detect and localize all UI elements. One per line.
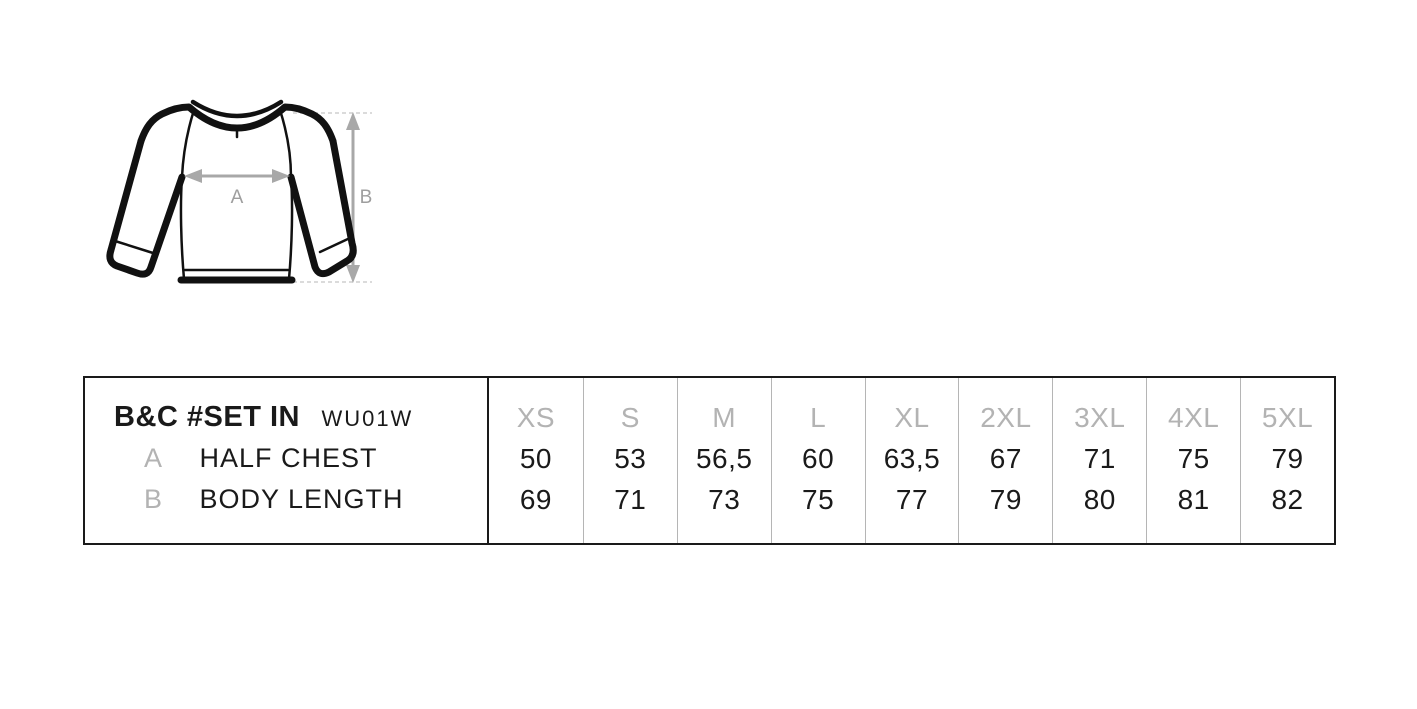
size-table: B&C #SET IN WU01W A HALF CHEST B BODY LE…	[83, 376, 1336, 545]
size-header: M	[712, 402, 737, 433]
shoulders-and-collar-outline	[137, 103, 337, 145]
cell-half-chest: 71	[1083, 443, 1116, 474]
size-header: 5XL	[1261, 402, 1314, 433]
collar-inner-arc	[190, 99, 284, 119]
dimension-b-label: B	[360, 187, 373, 208]
cell-half-chest: 53	[614, 443, 647, 474]
cell-body-length: 81	[1177, 484, 1210, 515]
cell-half-chest: 79	[1271, 443, 1304, 474]
cell-half-chest: 60	[802, 443, 835, 474]
cell-body-length: 79	[989, 484, 1022, 515]
measure-name-half-chest: HALF CHEST	[199, 443, 378, 473]
right-sleeve-outline	[287, 137, 357, 278]
size-header: XS	[516, 402, 556, 433]
product-title: B&C #SET IN	[114, 401, 300, 433]
size-header: S	[620, 402, 640, 433]
size-column-xs: XS 50 69	[489, 378, 583, 543]
left-sleeve-outline	[106, 137, 186, 278]
cell-half-chest: 50	[519, 443, 553, 474]
size-column-l: L 60 75	[770, 378, 865, 543]
cell-body-length: 75	[802, 484, 835, 515]
measure-letter-b: B	[143, 484, 163, 514]
cell-body-length: 71	[614, 484, 647, 515]
sweatshirt-outline	[106, 99, 357, 284]
cell-body-length: 80	[1083, 484, 1116, 515]
cell-half-chest: 56,5	[695, 443, 753, 474]
cell-body-length: 69	[519, 484, 553, 515]
cell-body-length: 77	[895, 484, 929, 515]
row-label-body-length: B BODY LENGTH	[85, 479, 487, 520]
size-header: 2XL	[980, 402, 1032, 433]
cell-half-chest: 67	[989, 443, 1022, 474]
right-cuff-line	[318, 236, 352, 254]
size-header: L	[810, 402, 827, 433]
size-column-xl: XL 63,5 77	[864, 378, 959, 543]
sweatshirt-seam-lines	[113, 108, 352, 281]
size-column-2xl: 2XL 67 79	[958, 378, 1052, 543]
cell-body-length: 73	[708, 484, 741, 515]
size-column-3xl: 3XL 71 80	[1052, 378, 1146, 543]
size-header: 3XL	[1074, 402, 1126, 433]
product-code: WU01W	[321, 406, 414, 431]
cell-half-chest: 63,5	[883, 443, 941, 474]
size-column-s: S 53 71	[582, 378, 677, 543]
right-armhole-seam	[278, 108, 293, 179]
cell-half-chest: 75	[1177, 443, 1210, 474]
body-left-edge	[179, 175, 186, 281]
dimension-b-arrowhead-bottom	[346, 265, 360, 283]
dimension-a-arrowhead-right	[272, 169, 290, 183]
sweatshirt-diagram: A B	[106, 99, 373, 284]
size-column-4xl: 4XL 75 81	[1146, 378, 1240, 543]
cell-body-length: 82	[1271, 484, 1304, 515]
left-cuff-line	[113, 239, 155, 255]
size-column-m: M 56,5 73	[676, 378, 771, 543]
measure-letter-a: A	[143, 443, 163, 473]
dimension-a-arrowhead-left	[184, 169, 202, 183]
table-title-row: B&C #SET IN WU01W	[85, 397, 487, 438]
size-header: XL	[894, 402, 930, 433]
dimension-a-label: A	[231, 187, 244, 208]
dimension-b-arrowhead-top	[346, 112, 360, 130]
left-armhole-seam	[180, 108, 196, 179]
size-header: 4XL	[1168, 402, 1220, 433]
measure-name-body-length: BODY LENGTH	[199, 484, 404, 514]
row-label-half-chest: A HALF CHEST	[85, 438, 487, 479]
table-label-column: B&C #SET IN WU01W A HALF CHEST B BODY LE…	[85, 378, 489, 543]
size-column-5xl: 5XL 79 82	[1240, 378, 1334, 543]
